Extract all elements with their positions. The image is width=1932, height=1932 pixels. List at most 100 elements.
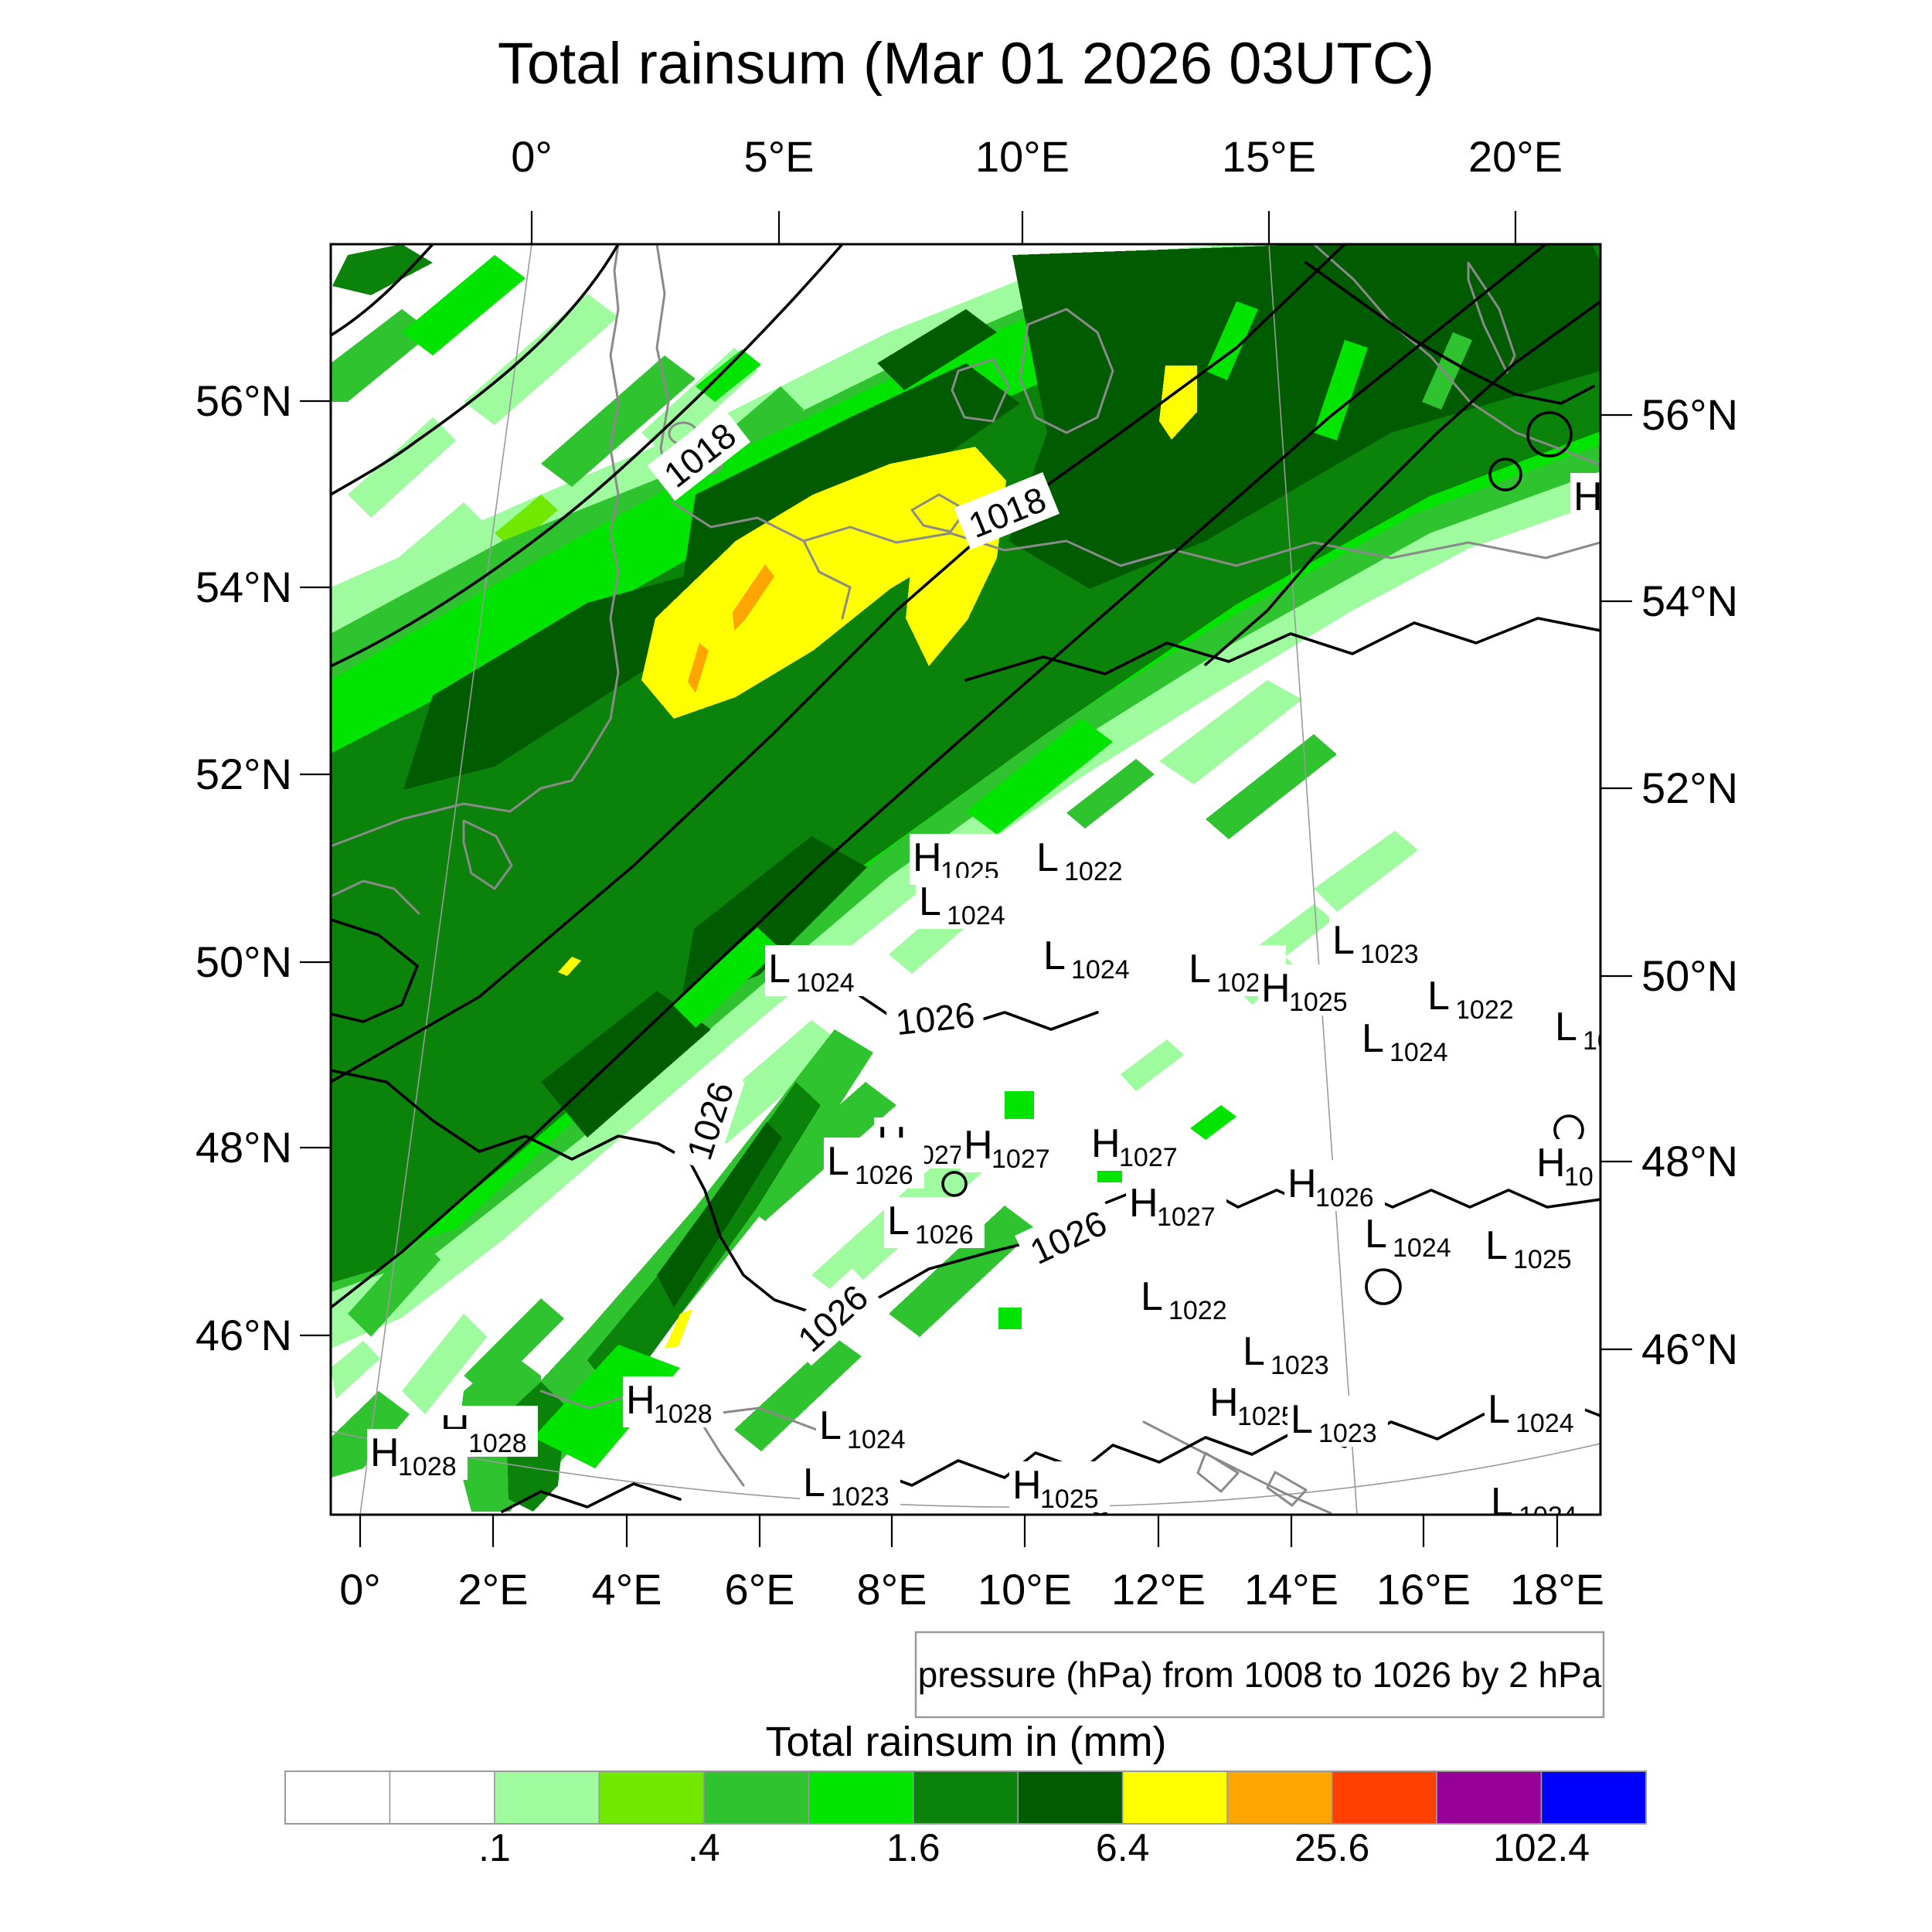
pressure-center-l1024: L 1024 [1040,932,1141,985]
right-axis-label: 54°N [1641,577,1738,625]
colorbar-tick-label: 6.4 [1096,1826,1150,1869]
left-axis-label: 52°N [196,750,292,798]
pressure-center-h: H [1570,473,1603,524]
svg-text:H: H [1209,1380,1239,1425]
pressure-center-l1023: L 1023 [800,1459,900,1512]
right-axis-label: 48°N [1641,1137,1738,1185]
rain-polygon [877,309,997,390]
page-title: Total rainsum (Mar 01 2026 03UTC) [498,31,1434,97]
svg-text:1024: 1024 [1389,1038,1448,1067]
svg-text:L: L [803,1461,825,1505]
pressure-caption-text: pressure (hPa) from 1008 to 1026 by 2 hP… [918,1655,1602,1695]
colorbar-cell [1540,1770,1647,1825]
svg-text:1026: 1026 [915,1220,974,1250]
svg-text:1028: 1028 [654,1400,713,1429]
rain-polygon [533,1345,680,1468]
pressure-center-h10: H10 [1533,1139,1600,1192]
svg-text:L: L [1291,1397,1313,1442]
svg-text:1024: 1024 [1515,1409,1574,1438]
rain-polygon [402,1314,487,1414]
pressure-center-l1024: L 1024 [1488,1478,1588,1531]
svg-text:L: L [1488,1387,1510,1432]
colorbar-cell [1436,1770,1543,1825]
rain-polygon [403,573,725,790]
svg-text:L: L [1362,1016,1384,1061]
svg-text:L: L [1189,947,1211,992]
pressure-center-l1023: L 1023 [1287,1396,1388,1448]
contour-label: 1026 [781,1268,883,1366]
svg-text:1024: 1024 [1519,1502,1577,1531]
svg-text:1022: 1022 [1455,995,1514,1025]
pressure-center-l1024: L 1024 [916,878,1016,930]
svg-text:L: L [1491,1480,1513,1525]
rain-polygon [966,719,1113,835]
top-axis-label: 0° [511,132,553,181]
svg-text:1028: 1028 [468,1429,527,1458]
left-axis-label: 48°N [196,1123,292,1172]
svg-text:1024: 1024 [1071,955,1130,985]
rain-field [331,244,1600,1512]
graticule-parallel-45n [331,1430,1600,1508]
svg-text:1027: 1027 [1157,1202,1216,1232]
rain-polygon [1190,1105,1236,1140]
right-axis-label: 50°N [1641,951,1738,1000]
svg-text:H: H [1261,966,1291,1011]
pressure-center-l1026: L 1026 [884,1197,985,1250]
rain-polygon [348,1236,440,1337]
colorbar-tick-label: 25.6 [1294,1826,1369,1869]
svg-text:1025: 1025 [1513,1245,1572,1274]
right-axis-label: 46°N [1641,1325,1738,1373]
top-axis-label: 10°E [975,132,1070,181]
svg-text:H: H [370,1430,400,1475]
svg-text:L: L [1485,1223,1508,1268]
svg-text:1022: 1022 [1168,1296,1227,1325]
top-axis-label: 15°E [1222,132,1316,181]
rain-polygon [495,495,558,550]
left-axis-label: 54°N [196,563,292,611]
legend-title: Total rainsum in (mm) [765,1719,1166,1765]
map-frame [329,243,1602,1516]
svg-text:L: L [1555,1005,1577,1049]
svg-text:1027: 1027 [1119,1143,1178,1172]
top-axis-label: 20°E [1468,132,1563,181]
pressure-center-l1024: L 1024 [1359,1015,1459,1067]
rain-polygon [734,1082,896,1221]
svg-text:H: H [1129,1181,1158,1226]
svg-text:L: L [1243,1329,1265,1374]
svg-text:H: H [913,835,942,880]
contour-label: 1026 [885,989,985,1045]
svg-text:1026: 1026 [893,995,976,1043]
colorbar-cell [703,1770,810,1825]
rain-polygon [1121,1039,1184,1091]
svg-text:1025: 1025 [1237,1402,1296,1431]
rain-polygon [889,1206,1036,1337]
rain-polygon [1314,831,1418,912]
colorbar-cell [1331,1770,1437,1825]
svg-text:1023: 1023 [1270,1351,1329,1380]
bottom-axis-label: 14°E [1244,1565,1338,1614]
rain-polygon [688,643,709,693]
pressure-caption: pressure (hPa) from 1008 to 1026 by 2 hP… [914,1631,1605,1719]
pressure-contours [331,244,1600,1515]
svg-text:H: H [1287,1162,1317,1206]
svg-text:H: H [1573,474,1603,519]
rain-polygon [332,244,433,295]
pressure-center-l1022: L 1022 [1033,834,1134,886]
svg-text:1024: 1024 [796,968,855,998]
pressure-center-l1024: L 1024 [1485,1386,1585,1438]
bottom-axis-label: 4°E [592,1565,662,1614]
colorbar-cell [912,1770,1019,1825]
colorbar-cell [808,1770,914,1825]
svg-text:H: H [1091,1121,1121,1166]
colorbar: .1 .4 1.6 6.4 25.6 102.4 [284,1770,1647,1869]
svg-text:L: L [919,879,941,924]
rain-polygon [734,1337,862,1451]
svg-text:1026: 1026 [855,1161,913,1190]
svg-text:1024: 1024 [847,1425,906,1454]
rain-polygon [665,1309,692,1349]
